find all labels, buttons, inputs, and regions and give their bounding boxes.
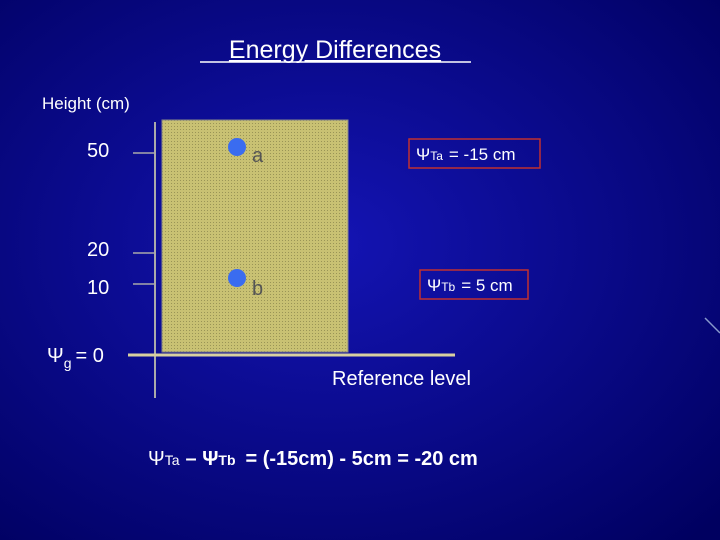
tick-label: 20 bbox=[87, 239, 109, 261]
point-label: b bbox=[252, 278, 263, 300]
equation-text: = (-15cm) - 5cm = -20 cm bbox=[246, 448, 478, 470]
tick-label: 10 bbox=[87, 277, 109, 299]
point-label: a bbox=[252, 145, 264, 167]
reference-label: Reference level bbox=[332, 368, 471, 390]
point-b bbox=[228, 269, 246, 287]
symbol: Ψ bbox=[427, 276, 441, 295]
subscript: Tb bbox=[441, 280, 455, 294]
annotation-text: = -15 cm bbox=[449, 145, 516, 164]
subscript: g bbox=[64, 355, 72, 371]
operator-symbol: – Ψ bbox=[186, 448, 219, 470]
annotation: ΨTb = 5 cm bbox=[427, 276, 513, 295]
annotation-box bbox=[419, 269, 529, 300]
symbol: Ψ bbox=[148, 448, 165, 470]
subscript: Ta bbox=[430, 149, 443, 163]
decor-line bbox=[704, 317, 720, 334]
axis-label: Height (cm) bbox=[42, 94, 130, 113]
annotation: ΨTa = -15 cm bbox=[416, 145, 516, 164]
subscript: Tb bbox=[218, 452, 235, 468]
point-a bbox=[228, 138, 246, 156]
symbol: Ψ bbox=[416, 145, 430, 164]
annotation-box bbox=[408, 138, 541, 169]
origin-text: = 0 bbox=[76, 345, 104, 367]
origin-label: Ψg = 0 bbox=[47, 345, 104, 371]
subscript: Ta bbox=[165, 452, 180, 468]
annotation-text: = 5 cm bbox=[461, 276, 513, 295]
equation: ΨTa – ΨTb = (-15cm) - 5cm = -20 cm bbox=[148, 448, 478, 470]
symbol: Ψ bbox=[47, 345, 64, 367]
tick-label: 50 bbox=[87, 140, 109, 162]
soil-column bbox=[161, 119, 349, 353]
title: Energy Differences bbox=[229, 36, 441, 64]
